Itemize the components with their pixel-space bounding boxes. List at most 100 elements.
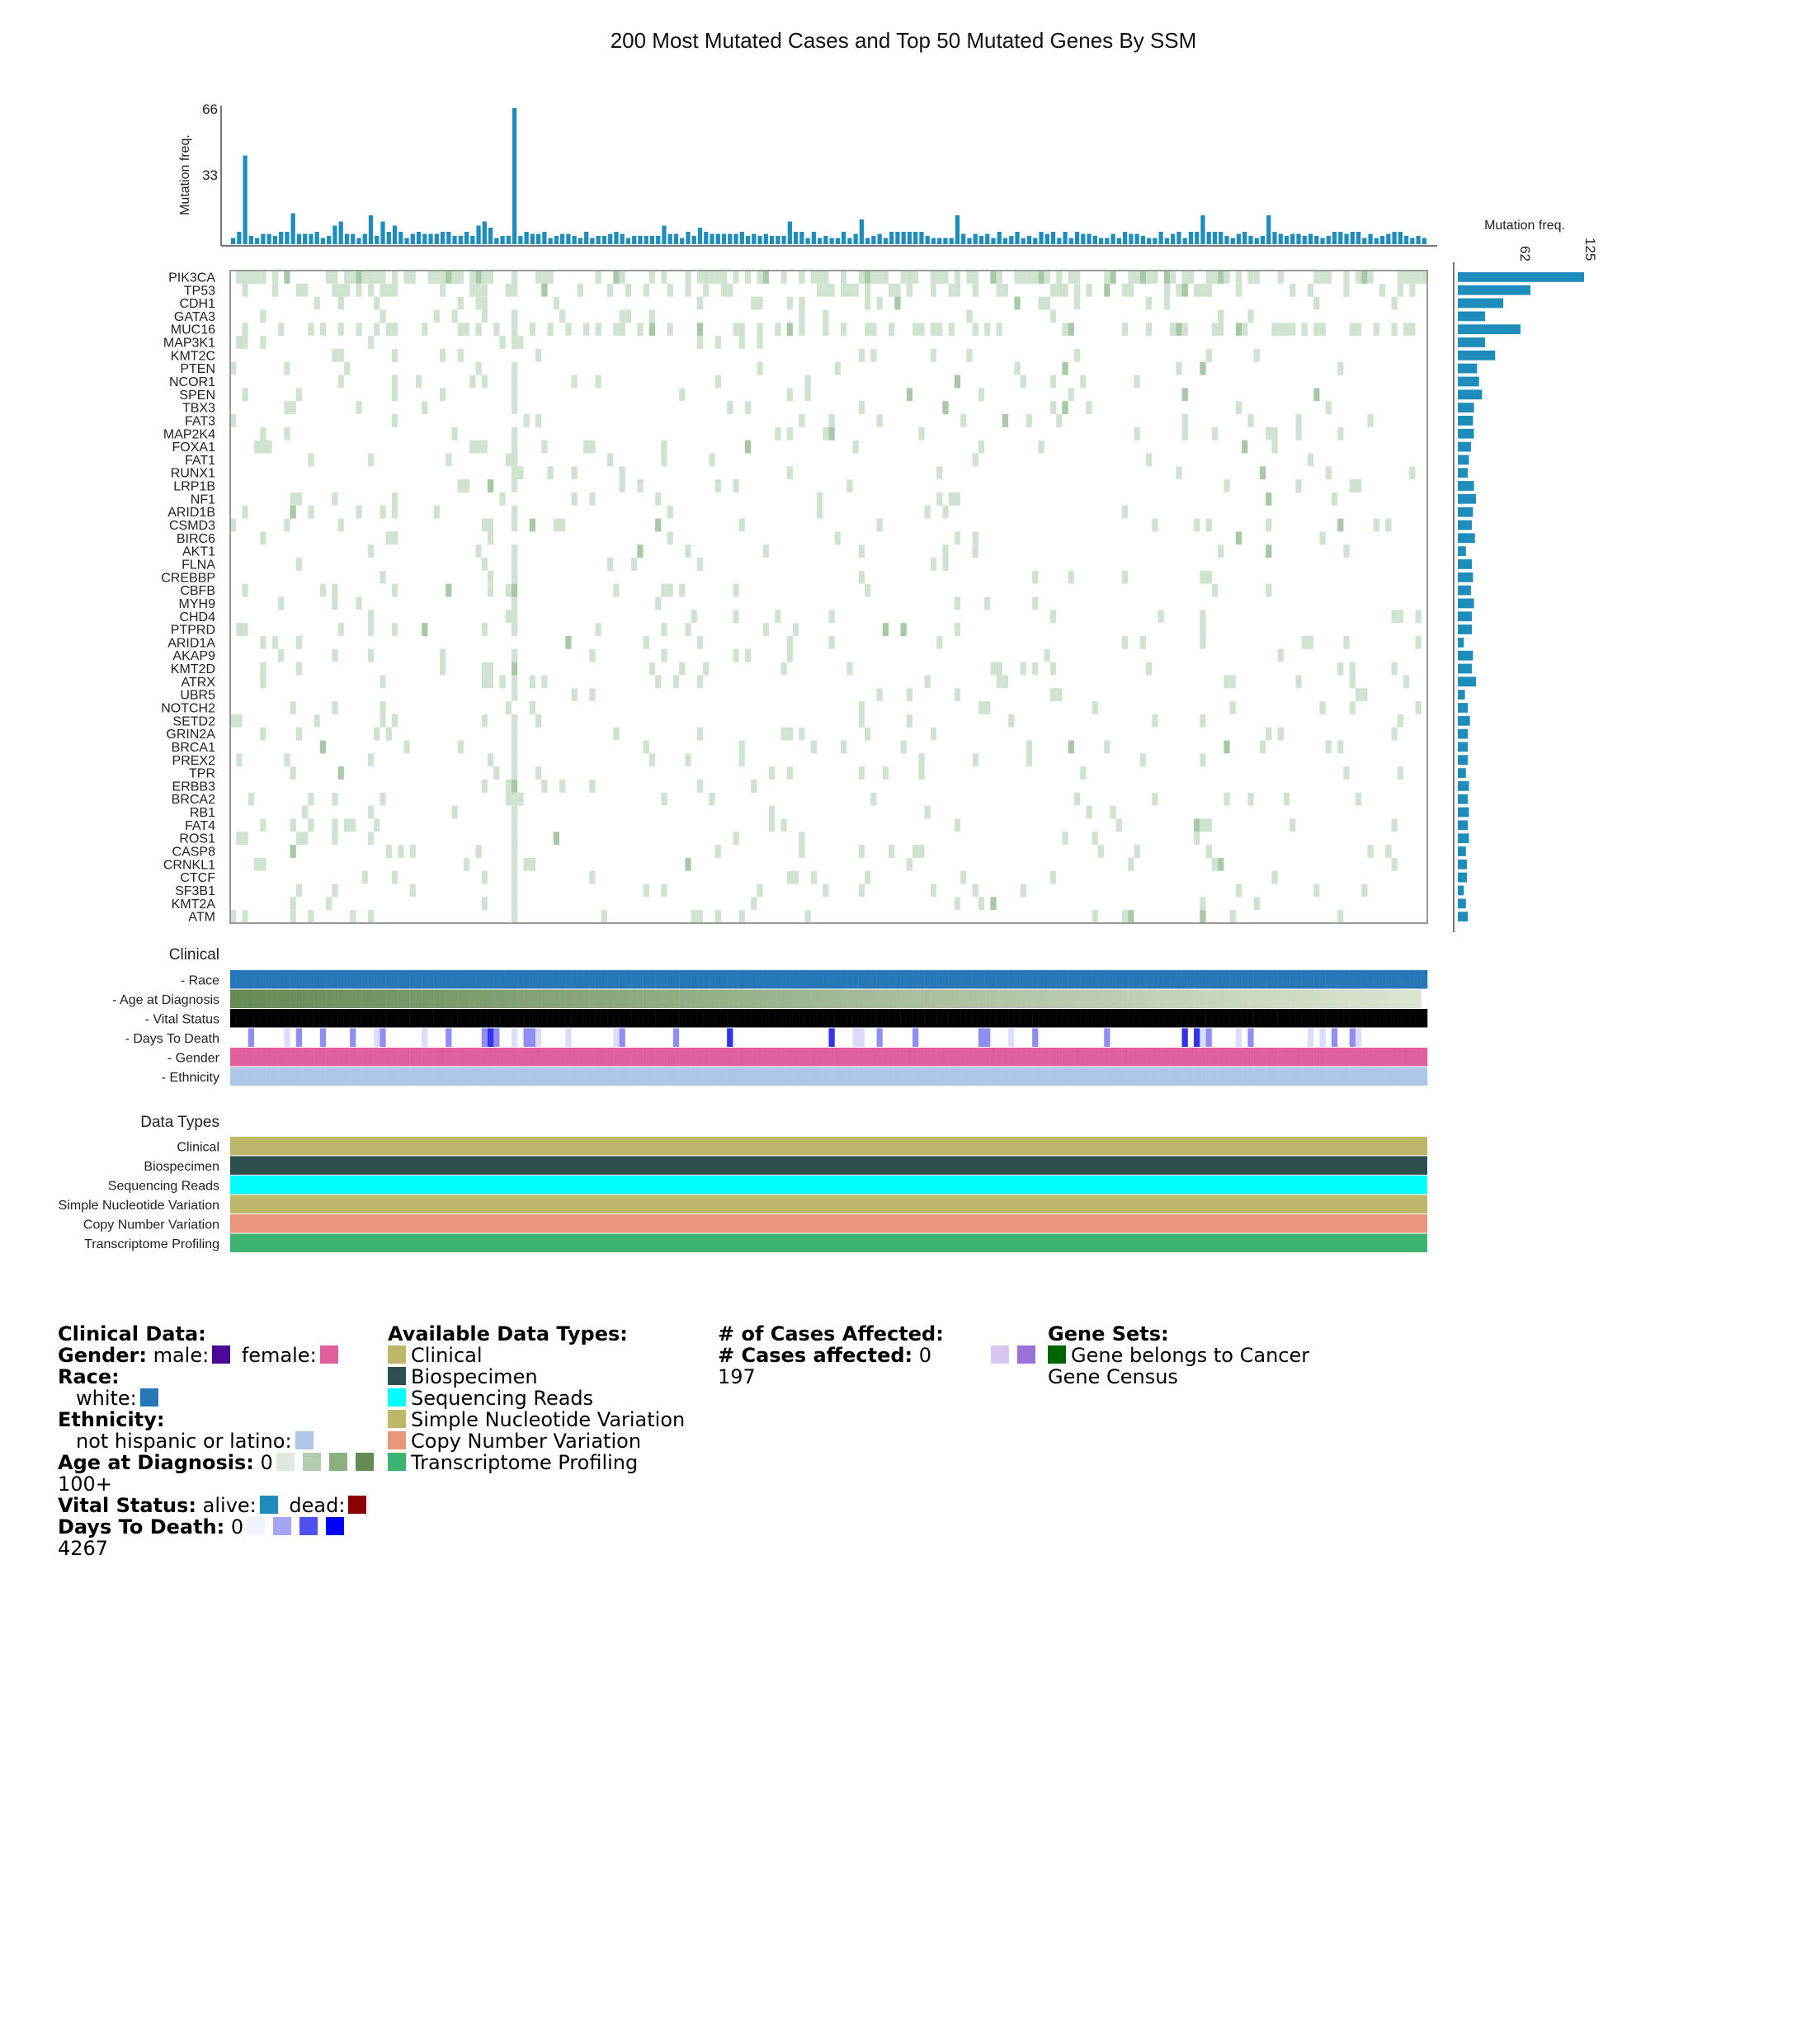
clinical-cell: [685, 1028, 691, 1047]
mutation-cell: [1325, 271, 1332, 284]
mutation-cell: [1073, 271, 1081, 284]
clinical-cell: [349, 1047, 356, 1067]
dtype-label-transcriptome: Transcriptome Profiling: [411, 1451, 639, 1474]
mutation-cell: [385, 845, 392, 858]
histogram-tick-33: 33: [202, 167, 218, 183]
clinical-cell: [672, 1067, 680, 1086]
mutation-cell: [619, 479, 625, 492]
mutation-cell: [1391, 727, 1398, 741]
clinical-cell: [1110, 1028, 1117, 1047]
age-swatch-1: [276, 1453, 295, 1471]
mutation-cell: [709, 792, 715, 806]
clinical-cell: [391, 1008, 398, 1028]
clinical-cell: [1020, 989, 1027, 1009]
clinical-cell: [1266, 1028, 1272, 1047]
clinical-cell: [1289, 1047, 1296, 1067]
clinical-cell: [277, 1008, 285, 1028]
mutation-cell: [1038, 296, 1044, 310]
clinical-cell: [1115, 1067, 1123, 1086]
clinical-cell: [852, 1008, 860, 1028]
mutation-cell: [1271, 440, 1278, 454]
clinical-cell: [1086, 969, 1093, 989]
gene-label: LRP1B: [173, 480, 215, 494]
clinical-cell: [1229, 1067, 1237, 1086]
mutation-cell: [1361, 271, 1368, 284]
mutation-cell: [422, 401, 428, 415]
clinical-cell: [367, 1047, 375, 1067]
mutation-cell: [439, 648, 446, 662]
histogram-bar: [1290, 233, 1295, 244]
clinical-cell: [1384, 1047, 1393, 1067]
mutation-cell: [1146, 662, 1153, 676]
mutation-cell: [1337, 740, 1344, 754]
gene-bar: [1458, 703, 1469, 713]
clinical-cell: [1289, 1067, 1296, 1086]
clinical-cell: [493, 989, 501, 1009]
clinical-cell: [451, 1008, 459, 1028]
dtd-swatch-3: [299, 1517, 318, 1535]
mutation-cell: [966, 348, 973, 362]
mutation-cell: [799, 832, 805, 846]
clinical-cell: [493, 1067, 501, 1086]
clinical-cell: [750, 989, 757, 1009]
histogram-bar: [739, 232, 744, 244]
mutation-cell: [720, 271, 728, 284]
clinical-cell: [271, 1067, 279, 1086]
clinical-cell: [397, 1047, 404, 1067]
mutation-cell: [918, 753, 925, 767]
gene-histogram-tick-125: 125: [1582, 238, 1598, 261]
mutation-cell: [858, 348, 865, 362]
mutation-cell: [446, 453, 452, 467]
clinical-cell: [852, 1028, 860, 1047]
histogram-bar: [1092, 236, 1097, 244]
clinical-cell: [559, 1067, 566, 1086]
mutation-cell: [547, 466, 554, 480]
clinical-cell: [571, 969, 578, 989]
clinical-cell: [1187, 989, 1195, 1009]
clinical-cell: [738, 1067, 746, 1086]
clinical-cell: [481, 989, 488, 1009]
clinical-cell: [361, 1008, 369, 1028]
clinical-cell: [529, 989, 536, 1009]
mutation-cell: [481, 518, 488, 532]
clinical-cell: [332, 1008, 339, 1028]
histogram-bar: [362, 233, 367, 244]
clinical-cell: [900, 1067, 908, 1086]
clinical-cell: [271, 1047, 279, 1067]
mutation-cell: [1121, 570, 1129, 584]
data-type-track-label: Biospecimen: [144, 1160, 219, 1174]
mutation-cell: [290, 701, 296, 714]
mutation-cell: [254, 440, 261, 454]
clinical-cell: [1253, 1047, 1261, 1067]
clinical-cell: [469, 1028, 476, 1047]
clinical-cell: [547, 969, 554, 989]
clinical-cell: [427, 1047, 435, 1067]
mutation-cell: [1200, 635, 1206, 649]
mutation-cell: [1200, 623, 1206, 636]
clinical-cell: [828, 1008, 836, 1028]
clinical-cell: [816, 1067, 823, 1086]
clinical-cell: [1397, 989, 1404, 1009]
mutation-cell: [852, 440, 859, 454]
clinical-cell: [582, 989, 590, 1009]
clinical-cell: [1373, 1067, 1380, 1086]
clinical-cell: [780, 1008, 788, 1028]
clinical-cell: [1253, 1008, 1261, 1028]
mutation-cell: [260, 426, 266, 441]
mutation-cell: [1121, 505, 1129, 519]
clinical-cell: [487, 1028, 494, 1047]
mutation-cell: [260, 857, 266, 871]
histogram-bar: [842, 232, 846, 244]
clinical-cell: [1211, 1008, 1219, 1028]
mutation-cell: [559, 309, 566, 323]
mutation-cell: [260, 309, 266, 323]
mutation-cell: [511, 336, 518, 349]
data-type-track-rows: [230, 1137, 1427, 1252]
mutation-cell: [751, 296, 757, 310]
mutation-cell: [446, 583, 452, 597]
mutation-cell: [655, 518, 662, 532]
gene-label: TBX3: [182, 402, 215, 416]
clinical-cell: [1145, 989, 1153, 1009]
mutation-cell: [727, 401, 733, 415]
mutation-cell: [744, 440, 752, 454]
